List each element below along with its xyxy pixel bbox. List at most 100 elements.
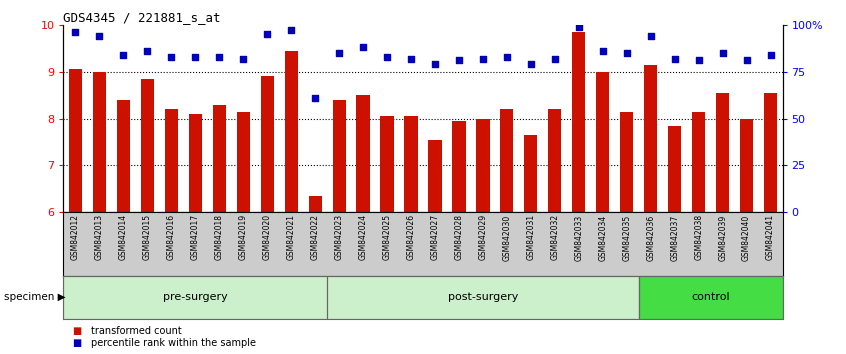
Text: GSM842019: GSM842019: [239, 214, 248, 261]
Bar: [716, 93, 729, 212]
Text: GSM842030: GSM842030: [503, 214, 511, 261]
Point: [92, 33, 106, 39]
Bar: [212, 104, 226, 212]
Bar: [165, 109, 178, 212]
Bar: [596, 72, 609, 212]
Bar: [548, 109, 562, 212]
Point: [117, 52, 130, 58]
Bar: [63, 276, 327, 319]
Text: pre-surgery: pre-surgery: [163, 292, 228, 302]
Point: [572, 24, 585, 29]
Point: [356, 45, 370, 50]
Bar: [327, 276, 639, 319]
Bar: [332, 100, 346, 212]
Point: [164, 54, 178, 59]
Text: GSM842017: GSM842017: [191, 214, 200, 261]
Text: GSM842023: GSM842023: [335, 214, 343, 261]
Text: transformed count: transformed count: [91, 326, 181, 336]
Point: [308, 95, 321, 101]
Text: GSM842037: GSM842037: [670, 214, 679, 261]
Bar: [644, 65, 657, 212]
Bar: [117, 100, 130, 212]
Text: GSM842038: GSM842038: [695, 214, 703, 261]
Point: [189, 54, 202, 59]
Text: GSM842012: GSM842012: [71, 214, 80, 260]
Point: [212, 54, 226, 59]
Text: GSM842022: GSM842022: [310, 214, 320, 260]
Bar: [453, 121, 465, 212]
Point: [500, 54, 514, 59]
Text: GSM842029: GSM842029: [479, 214, 487, 261]
Point: [428, 61, 442, 67]
Text: GSM842028: GSM842028: [454, 214, 464, 260]
Text: control: control: [691, 292, 730, 302]
Text: GSM842027: GSM842027: [431, 214, 439, 261]
Point: [236, 56, 250, 61]
Text: percentile rank within the sample: percentile rank within the sample: [91, 338, 255, 348]
Point: [716, 50, 729, 56]
Text: GSM842031: GSM842031: [526, 214, 536, 261]
Bar: [63, 276, 327, 319]
Bar: [692, 112, 706, 212]
Bar: [261, 76, 274, 212]
Text: GSM842039: GSM842039: [718, 214, 727, 261]
Text: GSM842025: GSM842025: [382, 214, 392, 261]
Bar: [639, 276, 783, 319]
Text: GSM842041: GSM842041: [766, 214, 775, 261]
Point: [261, 31, 274, 37]
Text: specimen ▶: specimen ▶: [4, 292, 66, 302]
Bar: [237, 112, 250, 212]
Text: GDS4345 / 221881_s_at: GDS4345 / 221881_s_at: [63, 11, 221, 24]
Point: [404, 56, 418, 61]
Point: [739, 58, 753, 63]
Text: GSM842035: GSM842035: [623, 214, 631, 261]
Point: [284, 28, 298, 33]
Point: [332, 50, 346, 56]
Bar: [404, 116, 418, 212]
Text: GSM842036: GSM842036: [646, 214, 655, 261]
Text: GSM842034: GSM842034: [598, 214, 607, 261]
Bar: [356, 95, 370, 212]
Point: [667, 56, 681, 61]
Bar: [525, 135, 537, 212]
Point: [524, 61, 537, 67]
Text: GSM842018: GSM842018: [215, 214, 223, 260]
Point: [380, 54, 393, 59]
Text: ■: ■: [72, 338, 81, 348]
Bar: [189, 114, 202, 212]
Text: ■: ■: [72, 326, 81, 336]
Point: [140, 48, 154, 54]
Bar: [327, 276, 639, 319]
Bar: [764, 93, 777, 212]
Bar: [69, 69, 82, 212]
Text: GSM842024: GSM842024: [359, 214, 367, 261]
Text: GSM842014: GSM842014: [119, 214, 128, 261]
Bar: [572, 32, 585, 212]
Bar: [639, 276, 783, 319]
Point: [620, 50, 634, 56]
Point: [764, 52, 777, 58]
Bar: [309, 196, 321, 212]
Text: GSM842032: GSM842032: [551, 214, 559, 261]
Point: [596, 48, 609, 54]
Bar: [381, 116, 393, 212]
Bar: [284, 51, 298, 212]
Point: [644, 33, 657, 39]
Bar: [93, 72, 106, 212]
Bar: [620, 112, 634, 212]
Point: [69, 29, 82, 35]
Text: GSM842015: GSM842015: [143, 214, 151, 261]
Point: [476, 56, 490, 61]
Bar: [428, 140, 442, 212]
Text: post-surgery: post-surgery: [448, 292, 518, 302]
Text: GSM842033: GSM842033: [574, 214, 583, 261]
Bar: [140, 79, 154, 212]
Text: GSM842040: GSM842040: [742, 214, 751, 261]
Bar: [500, 109, 514, 212]
Text: GSM842020: GSM842020: [263, 214, 272, 261]
Point: [692, 58, 706, 63]
Text: GSM842026: GSM842026: [407, 214, 415, 261]
Bar: [476, 119, 490, 212]
Text: GSM842021: GSM842021: [287, 214, 295, 260]
Text: GSM842016: GSM842016: [167, 214, 176, 261]
